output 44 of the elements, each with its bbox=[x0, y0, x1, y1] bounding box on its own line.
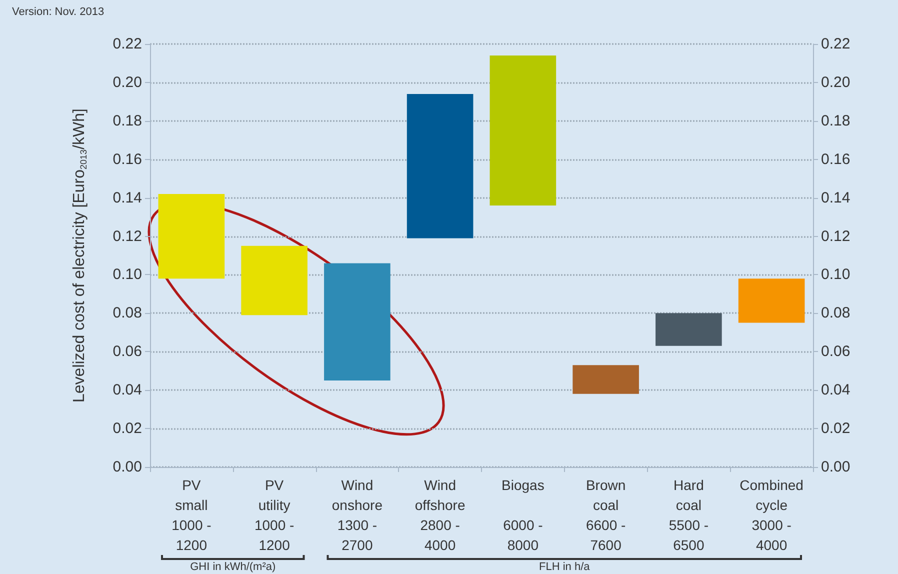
y-tick-label: 0.02 bbox=[112, 420, 142, 438]
y2-tick-label: 0.20 bbox=[821, 74, 850, 91]
text: Version: Nov. 2013 bbox=[12, 6, 104, 18]
x-tick-label: Brown coal 6600 - 7600 bbox=[586, 477, 626, 553]
x-tick-label: Combined cycle 3000 - 4000 bbox=[740, 477, 804, 553]
y2-tick-label: 0.04 bbox=[821, 382, 850, 399]
y-tick-label: 0.08 bbox=[112, 304, 142, 322]
x-tick-label: PV small 1000 - 1200 bbox=[172, 477, 212, 553]
y2-tick-label: 0.22 bbox=[821, 36, 850, 52]
y-tick-label: 0.12 bbox=[112, 228, 142, 245]
y-axis-title: Levelized cost of electricity [Euro2013/kWh] bbox=[71, 108, 88, 402]
bar bbox=[656, 313, 722, 346]
bar bbox=[241, 246, 308, 316]
y2-tick-label: 0.14 bbox=[821, 189, 850, 206]
y-tick-label: 0.14 bbox=[112, 189, 142, 206]
text: GHI in kWh/(m²a) bbox=[190, 561, 276, 573]
x-tick-label: Wind onshore 1300 - 2700 bbox=[332, 477, 383, 553]
x-tick-label: Hard coal 5500 - 6500 bbox=[668, 477, 709, 553]
bar bbox=[158, 194, 225, 279]
category-label: Biogas 6000 - 8000 bbox=[502, 477, 544, 553]
y2-tick-label: 0.16 bbox=[821, 150, 850, 168]
bar bbox=[490, 56, 556, 206]
bar bbox=[738, 278, 805, 323]
y-tick-label: 0.20 bbox=[112, 74, 142, 91]
y-tick-label: 0.16 bbox=[112, 150, 142, 168]
bar bbox=[572, 365, 639, 394]
x-tick-label: PV utility 1000 - 1200 bbox=[254, 477, 294, 553]
y-tick-label: 0.00 bbox=[112, 458, 142, 476]
y-tick-label: 0.18 bbox=[112, 112, 142, 130]
text: FLH in h/a bbox=[539, 561, 590, 573]
y2-tick-label: 0.02 bbox=[821, 420, 850, 438]
y2-tick-label: 0.06 bbox=[821, 343, 850, 360]
y-tick-label: 0.04 bbox=[112, 382, 142, 399]
y-tick-label: 0.06 bbox=[112, 343, 142, 360]
y2-tick-label: 0.12 bbox=[821, 228, 850, 245]
y2-tick-label: 0.08 bbox=[821, 304, 850, 322]
y2-tick-label: 0.10 bbox=[821, 266, 850, 284]
y-tick-label: 0.22 bbox=[112, 36, 142, 52]
bar bbox=[406, 94, 474, 238]
y-tick-label: 0.10 bbox=[112, 266, 142, 284]
y2-tick-label: 0.00 bbox=[821, 458, 850, 476]
x-tick-label: Wind offshore 2800 - 4000 bbox=[414, 477, 466, 553]
bar bbox=[324, 263, 390, 380]
y2-tick-label: 0.18 bbox=[821, 112, 850, 130]
